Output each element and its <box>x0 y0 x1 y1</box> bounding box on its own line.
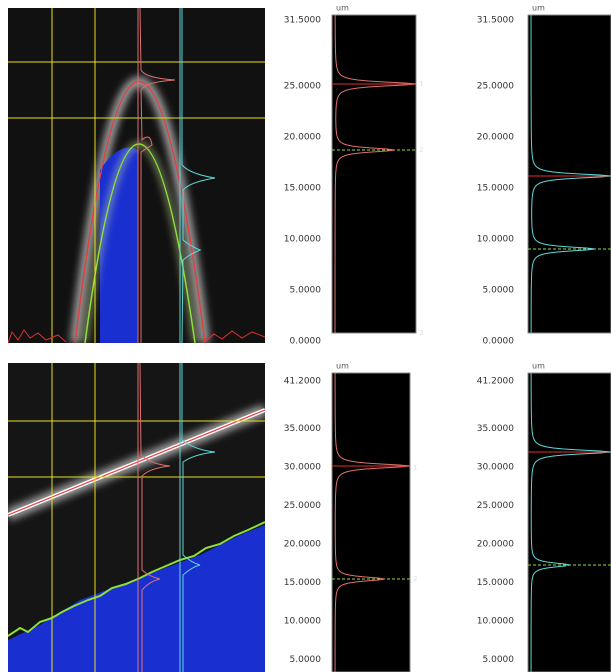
page: {"panels": [ {"unit": "um", "ylim": [0, … <box>0 0 611 672</box>
y-tick-label: 25.0000 <box>284 501 321 511</box>
profile-frame <box>528 15 611 333</box>
profile-frame <box>528 373 611 672</box>
y-tick-label: 5.0000 <box>290 655 322 665</box>
y-tick-label: 15.0000 <box>477 578 514 588</box>
y-tick-label: 10.0000 <box>477 235 514 245</box>
y-tick-label: 5.0000 <box>483 286 515 296</box>
marker-label: 3 <box>419 329 423 337</box>
y-tick-label: 5.0000 <box>290 286 322 296</box>
profile-frame <box>332 15 416 333</box>
y-tick-label: 41.2000 <box>477 377 514 387</box>
y-tick-label: 35.0000 <box>477 424 514 434</box>
unit-label: um <box>336 4 349 13</box>
y-tick-label: 10.0000 <box>284 235 321 245</box>
y-tick-label: 30.0000 <box>477 463 514 473</box>
y-tick-label: 20.0000 <box>284 540 321 550</box>
y-tick-label: 0.0000 <box>483 337 515 347</box>
marker-label: 2 <box>419 146 423 154</box>
y-tick-label: 25.0000 <box>284 82 321 92</box>
marker-label: 2 <box>413 575 417 583</box>
y-tick-label: 10.0000 <box>477 617 514 627</box>
image-bottom <box>8 363 265 672</box>
y-tick-label: 5.0000 <box>483 655 515 665</box>
unit-label: um <box>532 4 545 13</box>
y-tick-label: 30.0000 <box>284 463 321 473</box>
y-tick-label: 15.0000 <box>284 184 321 194</box>
profile-frame <box>332 373 410 672</box>
y-tick-label: 10.0000 <box>284 617 321 627</box>
image-top <box>8 8 265 343</box>
y-tick-label: 25.0000 <box>477 82 514 92</box>
unit-label: um <box>336 362 349 371</box>
marker-label: 1 <box>419 80 423 88</box>
y-tick-label: 0.0000 <box>290 337 322 347</box>
unit-label: um <box>532 362 545 371</box>
y-tick-label: 15.0000 <box>477 184 514 194</box>
y-tick-label: 41.2000 <box>284 377 321 387</box>
y-tick-label: 15.0000 <box>284 578 321 588</box>
y-tick-label: 35.0000 <box>284 424 321 434</box>
y-tick-label: 20.0000 <box>477 133 514 143</box>
y-tick-label: 20.0000 <box>477 540 514 550</box>
y-tick-label: 25.0000 <box>477 501 514 511</box>
y-tick-label: 31.5000 <box>477 16 514 26</box>
y-tick-label: 20.0000 <box>284 133 321 143</box>
screenshot: um31.500025.000020.000015.000010.00005.0… <box>0 0 611 672</box>
marker-label: 1 <box>413 464 417 472</box>
y-tick-label: 31.5000 <box>284 16 321 26</box>
